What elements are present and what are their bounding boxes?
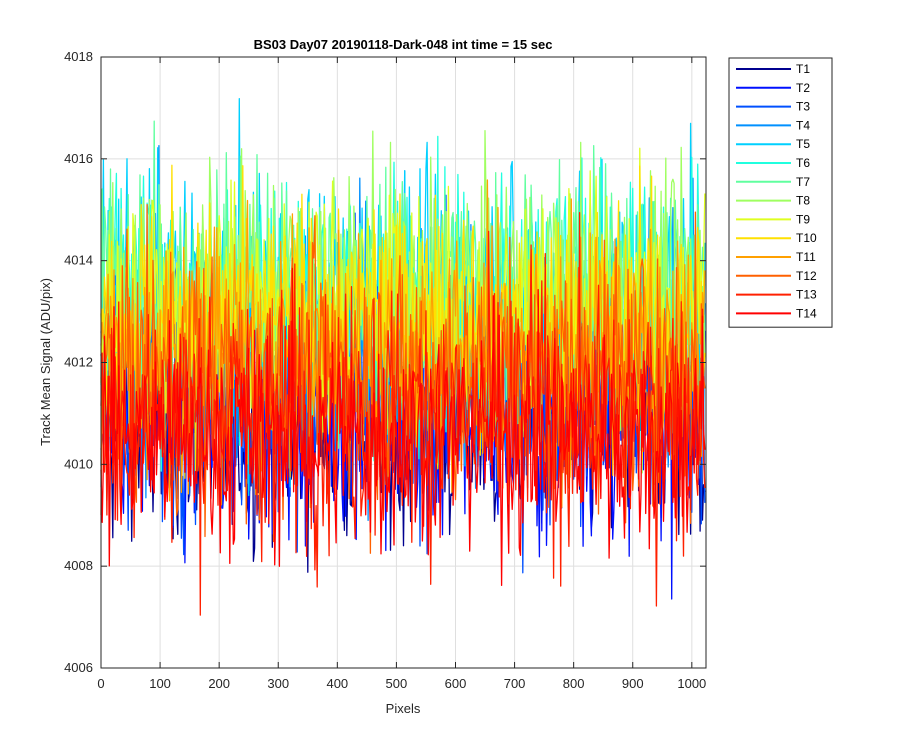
y-tick-label: 4016 [64,151,93,166]
x-tick-label: 400 [326,676,348,691]
y-axis-label: Track Mean Signal (ADU/pix) [38,278,53,446]
legend-label-T12[interactable]: T12 [796,269,817,283]
legend-label-T7[interactable]: T7 [796,175,810,189]
y-tick-label: 4014 [64,253,93,268]
x-tick-label: 0 [97,676,104,691]
x-tick-label: 500 [386,676,408,691]
x-tick-label: 100 [149,676,171,691]
y-tick-label: 4008 [64,558,93,573]
legend[interactable]: T1 T2 T3 T4 T5 T6 T7 T8 T9 T10 T11 T12 T13 T14 [728,57,833,328]
y-tick-label: 4012 [64,355,93,370]
legend-label-T9[interactable]: T9 [796,212,810,226]
legend-label-T8[interactable]: T8 [796,194,810,208]
legend-label-T6[interactable]: T6 [796,156,810,170]
axis-ticks: 0 100 200 300 400 500 600 700 800 900 1000 4006 4008… [64,49,706,691]
y-tick-label: 4010 [64,456,93,471]
x-tick-label: 200 [208,676,230,691]
x-tick-label: 900 [622,676,644,691]
legend-label-T11[interactable]: T11 [796,250,816,264]
legend-label-T1[interactable]: T1 [796,62,810,76]
chart-title: BS03 Day07 20190118-Dark-048 int time = … [254,37,553,52]
x-tick-label: 1000 [677,676,706,691]
legend-label-T14[interactable]: T14 [796,306,817,320]
legend-box [728,57,833,328]
x-axis-label: Pixels [386,701,421,716]
x-tick-label: 600 [445,676,467,691]
legend-label-T2[interactable]: T2 [796,81,810,95]
legend-label-T3[interactable]: T3 [796,100,810,114]
series-lines [100,98,706,616]
x-tick-label: 300 [267,676,289,691]
legend-label-T13[interactable]: T13 [796,288,817,302]
legend-label-T10[interactable]: T10 [796,231,817,245]
y-tick-label: 4006 [64,660,93,675]
legend-label-T4[interactable]: T4 [796,118,810,132]
y-tick-label: 4018 [64,49,93,64]
x-tick-label: 800 [563,676,585,691]
legend-label-T5[interactable]: T5 [796,137,810,151]
series-line-T14 [100,267,706,587]
x-tick-label: 700 [504,676,526,691]
